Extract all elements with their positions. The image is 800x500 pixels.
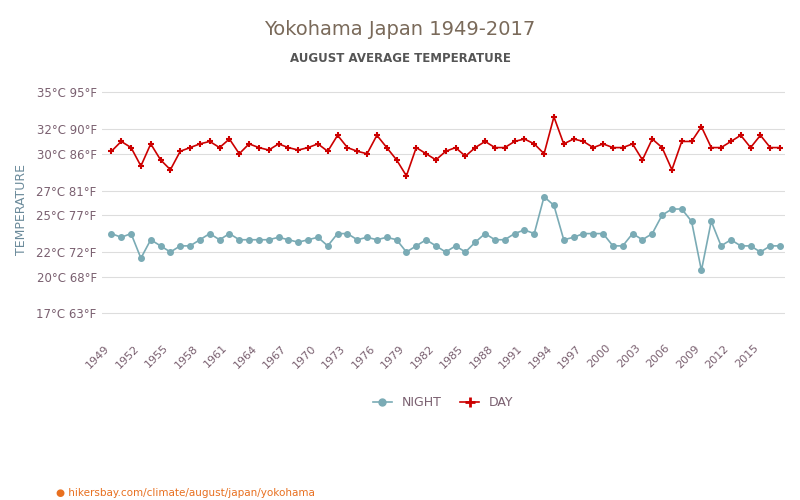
NIGHT [766, 243, 775, 249]
NIGHT [628, 230, 638, 236]
DAY [549, 114, 558, 120]
NIGHT [490, 236, 500, 242]
Text: AUGUST AVERAGE TEMPERATURE: AUGUST AVERAGE TEMPERATURE [290, 52, 510, 66]
NIGHT [539, 194, 549, 200]
Y-axis label: TEMPERATURE: TEMPERATURE [15, 164, 28, 254]
Line: DAY: DAY [108, 114, 783, 180]
DAY [106, 148, 116, 154]
Legend: NIGHT, DAY: NIGHT, DAY [368, 392, 518, 414]
DAY [775, 144, 785, 150]
DAY [638, 157, 647, 163]
DAY [156, 157, 166, 163]
Text: ● hikersbay.com/climate/august/japan/yokohama: ● hikersbay.com/climate/august/japan/yok… [56, 488, 315, 498]
DAY [500, 144, 510, 150]
NIGHT [214, 236, 224, 242]
NIGHT [156, 243, 166, 249]
DAY [766, 144, 775, 150]
Line: NIGHT: NIGHT [109, 194, 783, 273]
DAY [214, 144, 224, 150]
Text: Yokohama Japan 1949-2017: Yokohama Japan 1949-2017 [264, 20, 536, 39]
DAY [402, 173, 411, 179]
NIGHT [106, 230, 116, 236]
NIGHT [697, 268, 706, 274]
NIGHT [775, 243, 785, 249]
NIGHT [234, 236, 244, 242]
DAY [234, 150, 244, 156]
